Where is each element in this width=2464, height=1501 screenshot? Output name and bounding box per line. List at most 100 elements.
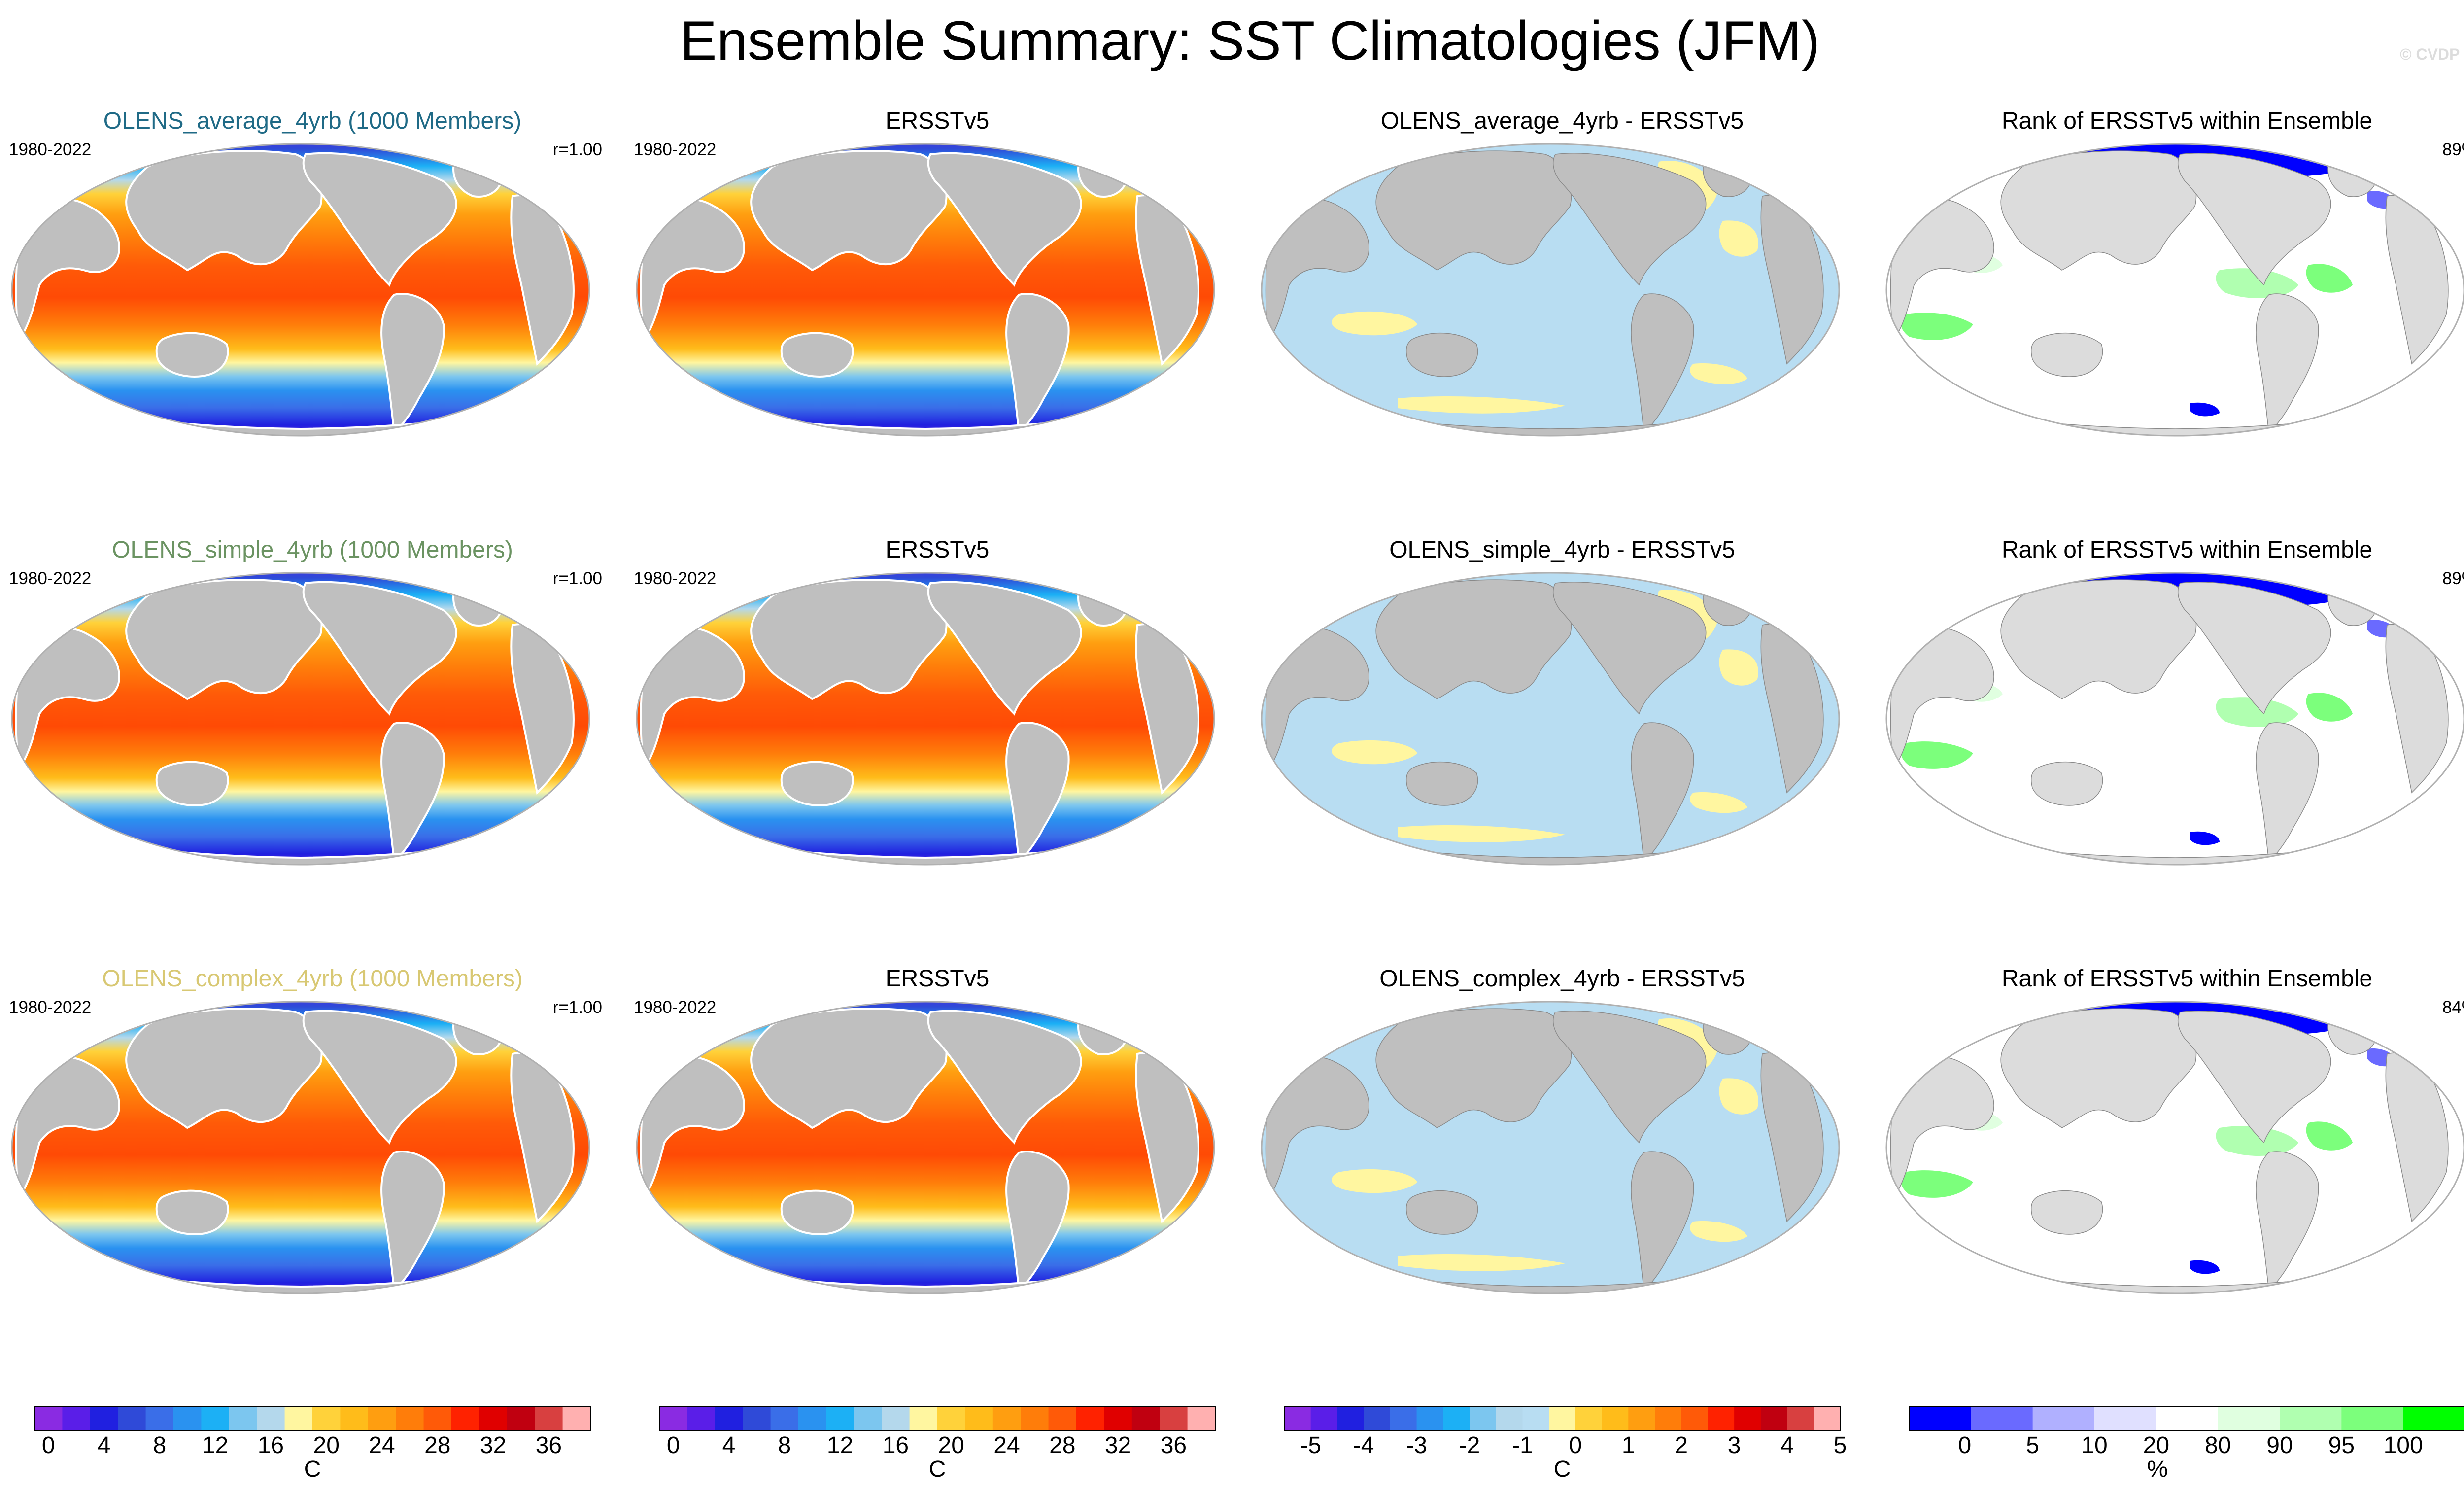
land-australia xyxy=(780,1189,854,1235)
world-map-diff xyxy=(1261,572,1840,866)
period-label: 1980-2022 xyxy=(634,569,717,588)
colorbar-swatch xyxy=(1734,1406,1761,1430)
rank-percent-label: 89% xyxy=(2442,569,2464,588)
colorbar-tick-label: 24 xyxy=(993,1432,1020,1459)
rank-patch xyxy=(1900,1170,1973,1198)
colorbar-swatch xyxy=(1655,1406,1682,1430)
globe-outline xyxy=(11,1001,590,1294)
panel-title: OLENS_complex_4yrb - ERSSTv5 xyxy=(1379,966,1745,992)
colorbar-diff: -5 -4 -3 -2 -1 0 1 2 3 4 5 C xyxy=(1250,1402,1875,1501)
land-australia xyxy=(780,332,854,378)
colorbar-tick-label: 8 xyxy=(153,1432,167,1459)
colorbar-tick-label: 16 xyxy=(882,1432,909,1459)
map-panel-r1-c2: ERSSTv5 1980-2022 xyxy=(625,107,1250,536)
colorbar-tick-label: 20 xyxy=(938,1432,964,1459)
colorbar-swatch xyxy=(229,1406,257,1430)
colorbar-swatches xyxy=(1909,1406,2464,1431)
world-map-rank xyxy=(1885,572,2464,866)
colorbar-sst2: 0 4 8 12 16 20 24 28 32 36 C xyxy=(625,1402,1250,1501)
colorbar-tick-label: 28 xyxy=(424,1432,451,1459)
colorbar-tick-label: 12 xyxy=(826,1432,854,1459)
colorbar-swatch xyxy=(1602,1406,1629,1430)
colorbar-swatches xyxy=(34,1406,591,1431)
colorbar-swatch xyxy=(1443,1406,1470,1430)
colorbar-swatch xyxy=(145,1406,174,1430)
colorbar-swatch xyxy=(2032,1406,2095,1430)
world-map-rank xyxy=(1885,143,2464,437)
map-panel-r3-c3: OLENS_complex_4yrb - ERSSTv5 xyxy=(1250,965,1875,1394)
colorbar-swatch xyxy=(1787,1406,1814,1430)
colorbar-swatches xyxy=(659,1406,1216,1431)
land-southAmerica xyxy=(2256,1151,2319,1292)
panel-title: Rank of ERSSTv5 within Ensemble xyxy=(2001,537,2373,563)
land-australia xyxy=(155,761,229,806)
colorbar-swatch xyxy=(34,1406,63,1430)
colorbar-swatch xyxy=(90,1406,118,1430)
colorbar-swatch xyxy=(882,1406,910,1430)
colorbar-swatch xyxy=(62,1406,91,1430)
colorbar-rank: 0 5 10 20 80 90 95 100% xyxy=(1875,1402,2464,1501)
colorbar-tick-label: 32 xyxy=(479,1432,507,1459)
land-northAmerica xyxy=(302,1010,457,1145)
colorbar-swatch xyxy=(451,1406,479,1430)
colorbar-tick-label: 32 xyxy=(1104,1432,1131,1459)
colorbar-tick-label: 36 xyxy=(1160,1432,1187,1459)
colorbar-swatch xyxy=(1104,1406,1132,1430)
colorbar-swatch xyxy=(659,1406,687,1430)
colorbar-tick-label: 12 xyxy=(202,1432,229,1459)
land-asia xyxy=(750,1008,948,1129)
colorbar-swatch xyxy=(992,1406,1021,1430)
positive-anomaly-patch xyxy=(1719,220,1758,257)
colorbar-tick-label: 8 xyxy=(778,1432,791,1459)
globe-outline xyxy=(636,1001,1215,1294)
rank-patch xyxy=(1900,313,1973,340)
positive-anomaly-patch xyxy=(1332,740,1417,765)
colorbar-tick-label: 5 xyxy=(2026,1432,2040,1459)
colorbar-swatch xyxy=(965,1406,993,1430)
panel-title: OLENS_simple_4yrb - ERSSTv5 xyxy=(1389,537,1735,563)
land-southAmerica xyxy=(380,293,445,435)
correlation-label: r=1.00 xyxy=(552,140,602,159)
land-northAmerica xyxy=(927,1010,1082,1145)
world-map-diff xyxy=(1261,143,1840,437)
land-southAmerica xyxy=(2256,293,2319,434)
colorbar-swatch xyxy=(1814,1406,1841,1430)
globe-outline xyxy=(1261,572,1840,866)
world-map-sst xyxy=(11,572,590,866)
colorbar-swatch xyxy=(535,1406,563,1430)
colorbar-tick-label: 2 xyxy=(1675,1432,1688,1459)
globe-outline xyxy=(1885,1001,2464,1294)
colorbar-tick-label: -5 xyxy=(1300,1432,1322,1459)
colorbar-swatch xyxy=(1628,1406,1655,1430)
map-panel-r1-c4: Rank of ERSSTv5 within Ensemble 89% xyxy=(1875,107,2464,536)
colorbar-swatch xyxy=(2280,1406,2342,1430)
positive-anomaly-patch xyxy=(1332,1169,1417,1193)
panel-title: OLENS_complex_4yrb (1000 Members) xyxy=(102,966,523,992)
world-map-diff xyxy=(1261,1001,1840,1294)
land-asia xyxy=(125,150,323,272)
colorbar-tick-label: 0 xyxy=(41,1432,55,1459)
colorbar-unit-label: C xyxy=(928,1456,946,1482)
land-asia xyxy=(750,150,948,272)
colorbar-swatch xyxy=(2341,1406,2404,1430)
positive-anomaly-patch xyxy=(1398,825,1565,842)
colorbar-swatch xyxy=(1708,1406,1735,1430)
map-panel-r2-c3: OLENS_simple_4yrb - ERSSTv5 xyxy=(1250,536,1875,965)
world-map-sst xyxy=(636,1001,1215,1294)
world-map-sst xyxy=(11,143,590,437)
colorbar-swatch xyxy=(1048,1406,1077,1430)
rank-patch xyxy=(2216,268,2298,298)
panel-title: ERSSTv5 xyxy=(885,537,990,563)
land-southAmerica xyxy=(1005,1151,1070,1293)
period-label: 1980-2022 xyxy=(9,569,92,588)
rank-patch xyxy=(2190,1260,2220,1274)
colorbar-tick-label: -3 xyxy=(1406,1432,1427,1459)
map-panel-r2-c1: OLENS_simple_4yrb (1000 Members) 1980-202… xyxy=(0,536,625,965)
colorbar-swatch xyxy=(826,1406,855,1430)
colorbar-tick-label: 24 xyxy=(369,1432,395,1459)
globe-outline xyxy=(1261,143,1840,437)
positive-anomaly-patch xyxy=(1332,311,1417,336)
land-australia xyxy=(1406,1190,1478,1235)
land-asia xyxy=(125,1008,323,1129)
panel-title: Rank of ERSSTv5 within Ensemble xyxy=(2001,108,2373,134)
